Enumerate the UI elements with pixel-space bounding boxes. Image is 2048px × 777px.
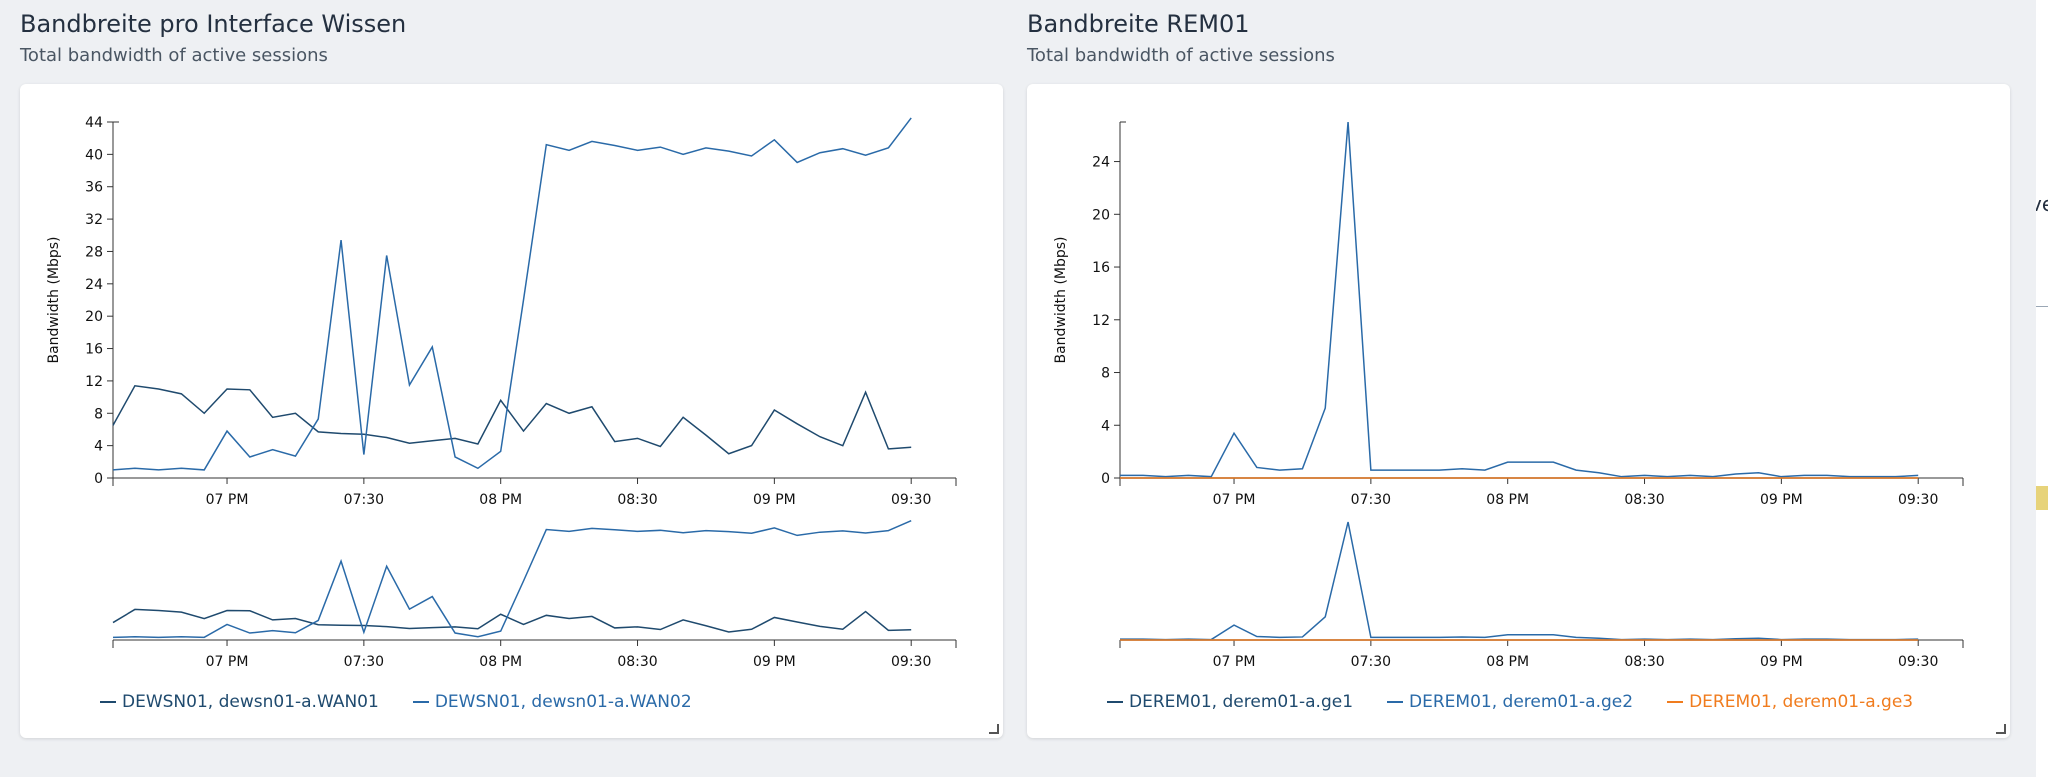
panel-title: Bandbreite REM01	[1027, 10, 1250, 38]
panel-subtitle: Total bandwidth of active sessions	[1027, 45, 1335, 66]
legend-swatch	[1387, 701, 1404, 703]
series-line-mini-2	[1120, 521, 1919, 641]
legend-swatch	[1667, 701, 1684, 703]
x-tick-label: 09:30	[1898, 492, 1938, 508]
bandwidth-chart-wissen: 0 4 8 12 16 20 24 28 32 36 40 44 Bandwidth (Mbps) 07 …	[46, 115, 957, 670]
y-tick-label: 44	[85, 115, 103, 131]
x-tick-label: 08 PM	[1486, 654, 1529, 670]
resize-handle-icon[interactable]	[989, 724, 999, 734]
series-line-2	[1120, 121, 1919, 478]
x-tick-label: 09 PM	[1760, 654, 1803, 670]
y-tick-label: 24	[85, 277, 103, 293]
legend-swatch	[1107, 701, 1123, 703]
legend-label: DEREM01, derem01-a.ge2	[1409, 692, 1634, 712]
adjacent-highlight	[2036, 486, 2048, 510]
x-tick-label: 09 PM	[1760, 492, 1803, 508]
x-tick-label: 08 PM	[479, 492, 522, 508]
series-line-1	[112, 384, 912, 455]
x-tick-label: 09 PM	[753, 492, 796, 508]
x-tick-label: 08:30	[617, 492, 657, 508]
x-tick-label: 07:30	[344, 492, 384, 508]
y-tick-label: 36	[85, 180, 103, 196]
panel-title: Bandbreite pro Interface Wissen	[20, 10, 407, 38]
y-tick-label: 4	[1101, 418, 1110, 434]
legend-label: DEWSN01, dewsn01-a.WAN01	[122, 692, 379, 712]
x-tick-label: 08:30	[617, 654, 657, 670]
y-tick-label: 0	[1101, 471, 1110, 487]
y-tick-label: 16	[85, 342, 103, 358]
chart-card: 0 4 8 12 16 20 24 Bandwidth (Mbps) 07 PM 07:30 08 …	[1027, 84, 2010, 738]
bandwidth-chart-rem01: 0 4 8 12 16 20 24 Bandwidth (Mbps) 07 PM 07:30 08 …	[1053, 121, 1964, 670]
adjacent-divider	[2036, 306, 2048, 307]
y-tick-label: 24	[1092, 155, 1110, 171]
x-tick-label: 07 PM	[206, 492, 249, 508]
series-line-mini-2	[112, 519, 912, 639]
y-axis-label: Bandwidth (Mbps)	[1053, 236, 1069, 363]
x-tick-label: 07 PM	[206, 654, 249, 670]
chart-card: 0 4 8 12 16 20 24 28 32 36 40 44 Bandwidth (Mbps) 07 …	[20, 84, 1003, 738]
y-tick-label: 0	[94, 471, 103, 487]
legend-swatch	[100, 701, 116, 703]
x-tick-label: 09:30	[1898, 654, 1938, 670]
x-tick-label: 07 PM	[1213, 654, 1256, 670]
x-tick-label: 09:30	[891, 492, 931, 508]
x-tick-label: 07 PM	[1213, 492, 1256, 508]
legend-item-ge2[interactable]: DEREM01, derem01-a.ge2	[1387, 692, 1633, 712]
series-line-2	[112, 117, 912, 471]
y-tick-label: 12	[85, 374, 103, 390]
y-tick-label: 16	[1092, 260, 1110, 276]
legend-item-wan02[interactable]: DEWSN01, dewsn01-a.WAN02	[412, 692, 692, 712]
y-tick-label: 12	[1092, 313, 1110, 329]
y-tick-label: 32	[85, 212, 103, 228]
legend-label: DEREM01, derem01-a.ge1	[1129, 692, 1354, 712]
chart-legend: DEWSN01, dewsn01-a.WAN01 DEWSN01, dewsn0…	[100, 692, 692, 712]
series-line-mini-1	[112, 608, 912, 633]
y-tick-label: 40	[85, 147, 103, 163]
y-tick-label: 20	[85, 309, 103, 325]
x-tick-label: 08 PM	[1486, 492, 1529, 508]
chart-legend: DEREM01, derem01-a.ge1 DEREM01, derem01-…	[1107, 692, 1913, 712]
resize-handle-icon[interactable]	[1996, 724, 2006, 734]
x-tick-label: 09:30	[891, 654, 931, 670]
y-tick-label: 8	[1101, 366, 1110, 382]
adjacent-panel-title: ve	[2036, 192, 2048, 216]
x-tick-label: 08 PM	[479, 654, 522, 670]
legend-item-wan01[interactable]: DEWSN01, dewsn01-a.WAN01	[100, 692, 379, 712]
legend-label: DEWSN01, dewsn01-a.WAN02	[434, 692, 692, 712]
y-tick-label: 8	[94, 406, 103, 422]
y-tick-label: 28	[85, 244, 103, 260]
x-tick-label: 08:30	[1624, 654, 1664, 670]
legend-swatch	[412, 701, 429, 703]
x-tick-label: 09 PM	[753, 654, 796, 670]
legend-label: DEREM01, derem01-a.ge3	[1689, 692, 1914, 712]
legend-item-ge1[interactable]: DEREM01, derem01-a.ge1	[1107, 692, 1353, 712]
x-tick-label: 08:30	[1624, 492, 1664, 508]
adjacent-panel-edge: ve	[2036, 0, 2048, 777]
y-tick-label: 4	[94, 439, 103, 455]
y-axis-label: Bandwidth (Mbps)	[46, 236, 62, 363]
panel-subtitle: Total bandwidth of active sessions	[20, 45, 328, 66]
y-tick-label: 20	[1092, 207, 1110, 223]
x-tick-label: 07:30	[1351, 654, 1391, 670]
x-tick-label: 07:30	[344, 654, 384, 670]
legend-item-ge3[interactable]: DEREM01, derem01-a.ge3	[1667, 692, 1913, 712]
x-tick-label: 07:30	[1351, 492, 1391, 508]
